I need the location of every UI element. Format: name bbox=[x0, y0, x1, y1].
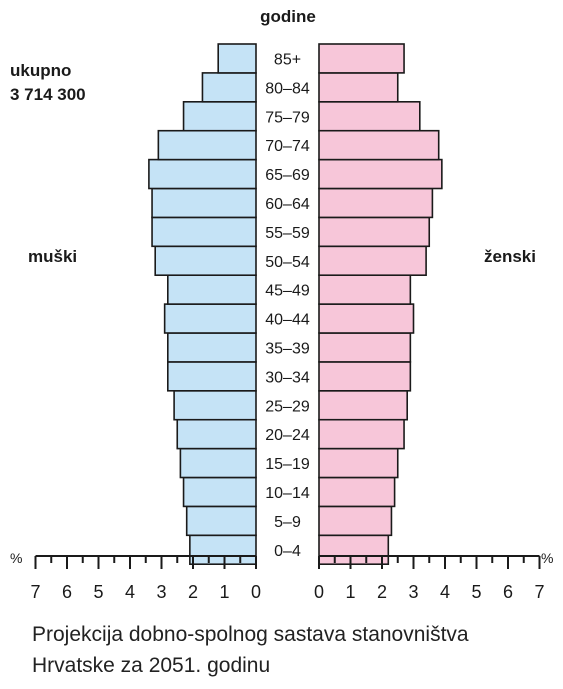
male-bar-60–64 bbox=[151, 187, 257, 219]
age-label: 50–54 bbox=[265, 254, 310, 271]
male-bar-25–29 bbox=[173, 389, 257, 421]
male-bar-55–59 bbox=[151, 216, 257, 248]
caption-line-1: Projekcija dobno-spolnog sastava stanovn… bbox=[32, 623, 469, 646]
female-bar-50–54 bbox=[318, 245, 427, 277]
male-series-label: muški bbox=[28, 247, 77, 266]
age-label: 0–4 bbox=[274, 543, 301, 560]
female-bar-35–39 bbox=[318, 332, 412, 363]
age-label: 55–59 bbox=[265, 225, 310, 242]
male-bar-45–49 bbox=[167, 274, 257, 305]
age-label: 20–24 bbox=[265, 427, 310, 444]
female-bars bbox=[318, 43, 443, 565]
female-bar-65–69 bbox=[318, 158, 443, 190]
total-value: 3 714 300 bbox=[10, 85, 86, 104]
male-bars bbox=[148, 43, 257, 565]
female-bar-70–74 bbox=[318, 129, 440, 161]
age-label: 70–74 bbox=[265, 138, 310, 155]
male-bar-5–9 bbox=[185, 505, 257, 537]
male-bar-75–79 bbox=[182, 101, 257, 132]
male-bar-30–34 bbox=[167, 361, 257, 392]
female-x-tick-label: 5 bbox=[471, 582, 481, 602]
age-label: 65–69 bbox=[265, 167, 310, 184]
age-label: 15–19 bbox=[265, 456, 310, 473]
age-axis-label: godine bbox=[260, 7, 316, 26]
female-bar-15–19 bbox=[318, 447, 399, 479]
female-bar-75–79 bbox=[318, 101, 421, 132]
female-x-tick-label: 3 bbox=[408, 582, 418, 602]
age-label: 25–29 bbox=[265, 398, 310, 415]
male-bar-70–74 bbox=[157, 129, 257, 161]
female-series-label: ženski bbox=[484, 247, 536, 266]
age-group-labels: 0–4 5–9 10–14 15–19 20–24 25–29 30–34 35–39 40–4… bbox=[265, 51, 310, 559]
male-x-tick-label: 5 bbox=[93, 582, 103, 602]
female-bar-5–9 bbox=[318, 505, 393, 537]
age-label: 80–84 bbox=[265, 80, 310, 97]
female-bar-40–44 bbox=[318, 303, 415, 334]
male-bar-50–54 bbox=[154, 245, 257, 277]
female-bar-55–59 bbox=[318, 216, 431, 248]
male-x-tick-label: 6 bbox=[62, 582, 72, 602]
female-x-tick-label: 6 bbox=[503, 582, 513, 602]
male-bar-65–69 bbox=[148, 158, 257, 190]
female-bar-45–49 bbox=[318, 274, 412, 305]
age-label: 60–64 bbox=[265, 196, 310, 213]
right-unit-label: % bbox=[541, 550, 553, 566]
female-bar-80–84 bbox=[318, 72, 399, 103]
age-label: 5–9 bbox=[274, 514, 301, 531]
male-bar-85+ bbox=[217, 43, 257, 74]
axes: 0 0 1 1 2 2 3 3 4 4 5 5 6 6 7 7 bbox=[30, 555, 545, 602]
male-bar-10–14 bbox=[182, 476, 257, 508]
female-x-tick-label: 2 bbox=[377, 582, 387, 602]
female-bar-85+ bbox=[318, 43, 405, 74]
age-label: 40–44 bbox=[265, 312, 310, 329]
female-x-tick-label: 4 bbox=[440, 582, 450, 602]
female-bar-30–34 bbox=[318, 361, 412, 392]
male-x-tick-label: 2 bbox=[188, 582, 198, 602]
male-x-tick-label: 3 bbox=[156, 582, 166, 602]
male-x-tick-label: 4 bbox=[125, 582, 135, 602]
male-bar-20–24 bbox=[176, 418, 257, 450]
male-bar-0–4 bbox=[189, 534, 257, 565]
female-bar-20–24 bbox=[318, 418, 405, 450]
female-bar-10–14 bbox=[318, 476, 396, 508]
age-label: 35–39 bbox=[265, 340, 310, 357]
female-x-tick-label: 0 bbox=[314, 582, 324, 602]
female-bar-60–64 bbox=[318, 187, 434, 219]
age-label: 30–34 bbox=[265, 369, 310, 386]
female-bar-25–29 bbox=[318, 389, 408, 421]
male-bar-15–19 bbox=[179, 447, 257, 479]
left-unit-label: % bbox=[10, 550, 22, 566]
male-bar-35–39 bbox=[167, 332, 257, 363]
male-x-tick-label: 0 bbox=[251, 582, 261, 602]
male-bar-80–84 bbox=[201, 72, 257, 103]
female-x-tick-label: 7 bbox=[534, 582, 544, 602]
caption-line-2: Hrvatske za 2051. godinu bbox=[32, 654, 270, 677]
female-x-tick-label: 1 bbox=[345, 582, 355, 602]
age-label: 75–79 bbox=[265, 109, 310, 126]
age-label: 85+ bbox=[274, 51, 301, 68]
female-bar-0–4 bbox=[318, 534, 390, 565]
male-x-tick-label: 1 bbox=[219, 582, 229, 602]
age-label: 45–49 bbox=[265, 283, 310, 300]
total-label: ukupno bbox=[10, 61, 71, 80]
age-label: 10–14 bbox=[265, 485, 310, 502]
male-bar-40–44 bbox=[163, 303, 257, 334]
male-x-tick-label: 7 bbox=[30, 582, 40, 602]
